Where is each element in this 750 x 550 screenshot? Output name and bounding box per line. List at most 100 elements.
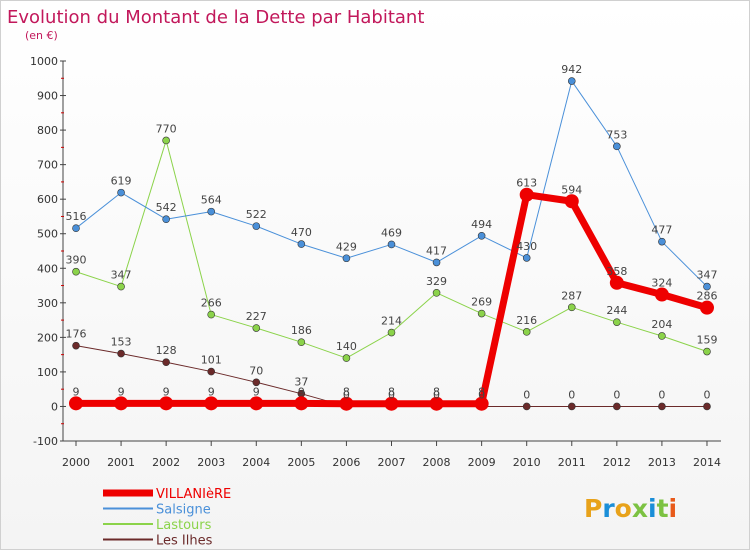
data-label-lastours: 204 <box>651 318 672 331</box>
data-label-villanire: 9 <box>208 385 215 398</box>
data-label-salsigne: 470 <box>291 226 312 239</box>
data-label-salsigne: 942 <box>561 63 582 76</box>
y-tick-label: 100 <box>37 366 58 379</box>
data-label-villanire: 324 <box>651 277 672 290</box>
data-point-salsigne <box>567 77 576 85</box>
data-label-lastours: 287 <box>561 289 582 302</box>
data-point-lastours <box>162 136 170 145</box>
data-point-lesilhes <box>522 402 531 411</box>
data-point-villanire <box>519 187 534 202</box>
data-point-lastours <box>342 354 351 362</box>
data-point-villanire <box>384 396 399 411</box>
y-tick-label: 400 <box>37 262 58 275</box>
data-label-lesilhes: 176 <box>66 328 87 341</box>
data-label-villanire: 8 <box>388 386 395 399</box>
data-label-lesilhes: 101 <box>201 354 222 367</box>
data-point-lastours <box>658 332 666 340</box>
data-point-salsigne <box>342 254 351 263</box>
data-point-villanire <box>204 396 219 411</box>
data-point-salsigne <box>477 232 486 240</box>
data-label-salsigne: 619 <box>111 175 132 188</box>
data-label-lastours: 227 <box>246 310 267 323</box>
x-tick-label: 2004 <box>242 456 270 469</box>
data-label-lastours: 244 <box>606 304 627 317</box>
data-point-lastours <box>613 318 621 326</box>
data-label-villanire: 286 <box>696 290 717 303</box>
data-point-villanire <box>564 194 579 209</box>
data-label-villanire: 9 <box>253 385 260 398</box>
data-point-lesilhes <box>613 402 621 411</box>
data-label-lesilhes: 0 <box>388 388 395 401</box>
data-point-salsigne <box>252 222 261 230</box>
data-label-lesilhes: 0 <box>343 388 350 401</box>
data-label-salsigne: 347 <box>696 269 717 282</box>
data-point-lastours <box>432 288 441 297</box>
data-label-salsigne: 417 <box>426 244 447 257</box>
x-tick-label: 2005 <box>287 456 315 469</box>
data-label-lesilhes: 0 <box>433 388 440 401</box>
y-tick-label: 0 <box>51 400 58 413</box>
x-tick-label: 2011 <box>558 456 586 469</box>
data-point-salsigne <box>117 188 125 197</box>
data-label-lastours: 216 <box>516 314 537 327</box>
x-tick-label: 2006 <box>332 456 360 469</box>
data-point-villanire <box>159 396 174 411</box>
proxiti-logo-text: Proxiti <box>584 494 677 523</box>
data-point-salsigne <box>297 240 306 248</box>
x-tick-label: 2014 <box>693 456 721 469</box>
data-label-lesilhes: 0 <box>523 388 530 401</box>
y-tick-label: 1000 <box>30 55 58 68</box>
data-point-salsigne <box>207 207 216 216</box>
data-point-lastours <box>567 303 576 312</box>
data-point-villanire <box>474 396 489 411</box>
x-tick-label: 2012 <box>603 456 631 469</box>
data-point-lesilhes <box>72 341 80 350</box>
data-point-salsigne <box>432 258 441 267</box>
data-point-lastours <box>297 338 306 347</box>
data-point-villanire <box>249 396 264 411</box>
data-point-villanire <box>699 300 714 315</box>
x-tick-label: 2003 <box>197 456 225 469</box>
data-point-lesilhes <box>117 349 125 358</box>
data-point-lastours <box>703 347 711 356</box>
x-tick-label: 2009 <box>468 456 496 469</box>
data-point-lastours <box>477 309 486 318</box>
y-tick-label: -100 <box>33 435 58 448</box>
data-label-lastours: 770 <box>156 122 177 135</box>
data-point-lesilhes <box>162 358 170 367</box>
data-label-salsigne: 542 <box>156 201 177 214</box>
data-point-lastours <box>72 267 80 276</box>
data-point-salsigne <box>522 254 531 262</box>
data-point-lesilhes <box>658 402 666 411</box>
y-tick-label: 900 <box>37 90 58 103</box>
data-label-lesilhes: 153 <box>111 336 132 349</box>
data-point-salsigne <box>387 240 396 249</box>
data-label-lesilhes: 0 <box>568 388 575 401</box>
x-tick-label: 2007 <box>377 456 405 469</box>
data-label-salsigne: 469 <box>381 226 402 239</box>
y-tick-label: 200 <box>37 331 58 344</box>
data-point-villanire <box>339 396 354 411</box>
data-label-lastours: 329 <box>426 275 447 288</box>
data-point-lesilhes <box>703 402 711 411</box>
data-point-lesilhes <box>207 367 216 376</box>
y-tick-label: 600 <box>37 193 58 206</box>
data-label-lesilhes: 128 <box>156 344 177 357</box>
data-label-lesilhes: 0 <box>613 388 620 401</box>
data-label-villanire: 8 <box>433 386 440 399</box>
data-point-salsigne <box>703 282 711 291</box>
data-point-salsigne <box>72 224 80 232</box>
x-tick-label: 2002 <box>152 456 180 469</box>
proxiti-logo: Proxiti <box>584 494 677 523</box>
data-label-lastours: 214 <box>381 315 402 328</box>
data-label-lastours: 186 <box>291 324 312 337</box>
data-label-lastours: 390 <box>66 254 87 267</box>
data-label-villanire: 9 <box>298 385 305 398</box>
x-tick-label: 2001 <box>107 456 135 469</box>
y-tick-label: 800 <box>37 124 58 137</box>
data-label-lesilhes: 0 <box>658 388 665 401</box>
data-label-villanire: 9 <box>73 385 80 398</box>
data-point-lesilhes <box>567 402 576 411</box>
